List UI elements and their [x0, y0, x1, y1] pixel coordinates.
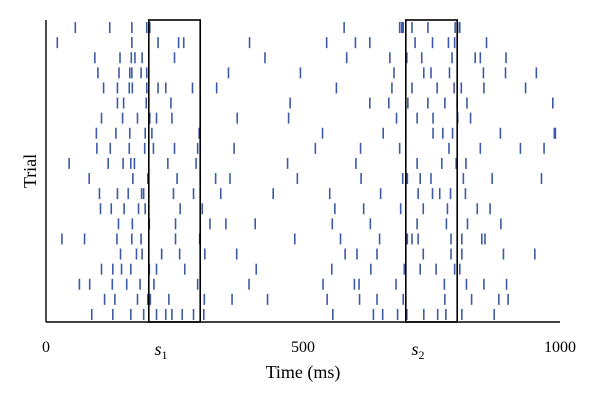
spike-raster [56, 22, 557, 320]
x-tick-label: 0 [42, 339, 50, 356]
x-tick-label: 1000 [544, 339, 576, 356]
y-axis-title: Trial [20, 154, 40, 188]
x-ticks: 0 500 1000 [42, 339, 576, 356]
window-1-box [148, 19, 202, 323]
window-2-label: s2 [412, 339, 425, 362]
window-2-box [404, 19, 458, 323]
analysis-windows: s1 s2 [148, 19, 458, 362]
x-tick-label: 500 [291, 339, 315, 356]
window-1-label: s1 [155, 339, 168, 362]
x-axis-title: Time (ms) [266, 362, 341, 383]
